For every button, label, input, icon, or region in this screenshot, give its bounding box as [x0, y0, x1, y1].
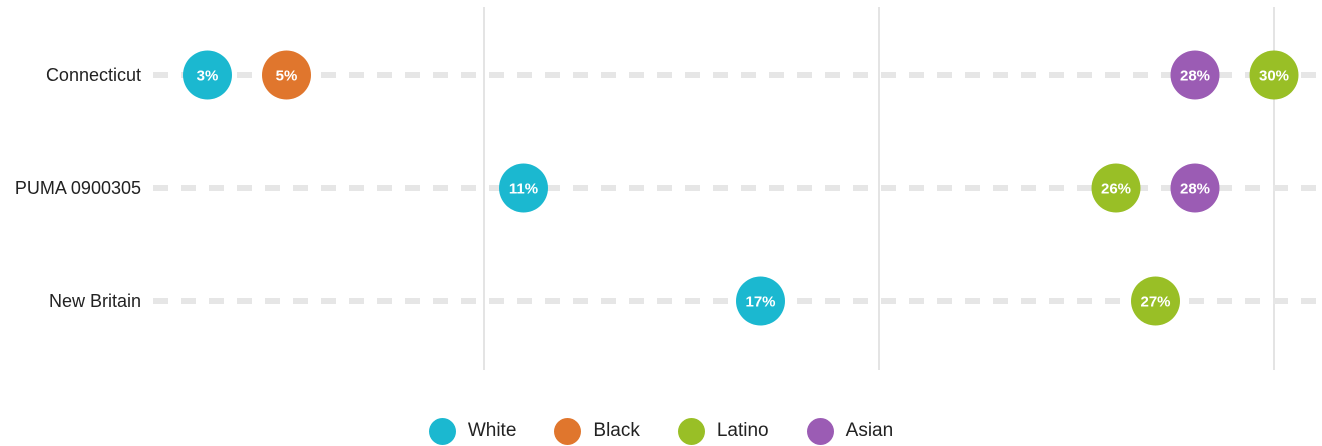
dot-value-label: 17% [745, 294, 775, 311]
dot-latino-0 [1249, 50, 1299, 100]
legend-label: White [467, 420, 517, 441]
legend-swatch [554, 417, 582, 445]
category-label: Connecticut [46, 65, 141, 85]
legend-label: Latino [716, 420, 769, 441]
legend-label: Asian [845, 420, 894, 441]
legend-item-asian: Asian [806, 417, 894, 445]
dot-black-0 [262, 50, 311, 100]
dot-value-label: 3% [197, 68, 219, 85]
dot-white-0 [183, 50, 232, 100]
dot-latino-1 [1091, 163, 1141, 213]
dot-value-label: 28% [1180, 181, 1210, 198]
legend-swatch [428, 417, 456, 445]
legend-swatch [677, 417, 705, 445]
dot-asian-1 [1170, 163, 1220, 213]
legend-label: Black [593, 420, 640, 441]
dot-latino-2 [1131, 276, 1180, 326]
dot-white-2 [736, 276, 785, 326]
legend-item-latino: Latino [677, 417, 769, 445]
legend-swatch [806, 417, 834, 445]
dot-value-label: 11% [509, 181, 538, 198]
dot-value-label: 5% [276, 68, 298, 85]
legend: White Black Latino Asian [0, 416, 1322, 446]
dot-white-1 [499, 163, 548, 213]
dot-value-label: 27% [1140, 294, 1170, 311]
legend-item-white: White [428, 417, 517, 445]
dot-asian-0 [1170, 50, 1220, 100]
legend-item-black: Black [554, 417, 640, 445]
category-label: New Britain [49, 291, 141, 311]
dot-value-label: 28% [1180, 68, 1210, 85]
category-label: PUMA 0900305 [15, 178, 141, 198]
dot-plot: Connecticut PUMA 0900305 New Britain 3% 11% 1… [15, 7, 1322, 370]
dot-value-label: 26% [1101, 181, 1131, 198]
dot-value-label: 30% [1259, 68, 1289, 85]
